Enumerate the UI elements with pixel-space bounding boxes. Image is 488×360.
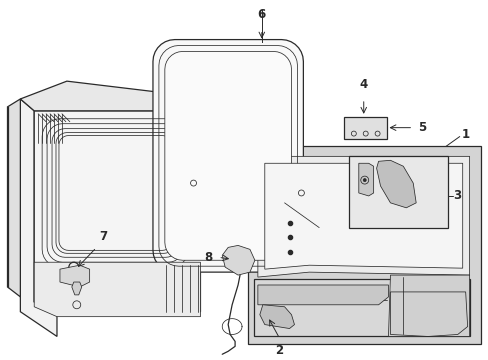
Polygon shape [20,99,57,337]
Polygon shape [60,265,89,287]
Polygon shape [264,163,462,269]
Text: 1: 1 [461,128,469,141]
Polygon shape [222,246,254,275]
Polygon shape [34,111,200,312]
Polygon shape [20,81,215,111]
Polygon shape [257,156,468,277]
Text: 7: 7 [100,230,107,243]
Bar [348,156,447,228]
Text: 2: 2 [275,345,283,357]
Polygon shape [164,51,291,260]
Polygon shape [343,117,386,139]
Polygon shape [72,282,81,295]
Polygon shape [34,262,200,317]
Polygon shape [259,305,294,329]
Polygon shape [376,160,415,208]
Polygon shape [257,285,387,305]
Bar [247,147,481,345]
Text: 3: 3 [452,189,460,202]
Text: 5: 5 [417,121,426,134]
Text: 8: 8 [203,251,212,264]
Polygon shape [7,99,20,297]
Circle shape [363,179,366,181]
Text: 6: 6 [257,8,265,21]
Polygon shape [253,279,468,337]
Polygon shape [358,163,373,196]
Text: 4: 4 [359,78,367,91]
Polygon shape [153,40,303,272]
Polygon shape [387,275,468,337]
